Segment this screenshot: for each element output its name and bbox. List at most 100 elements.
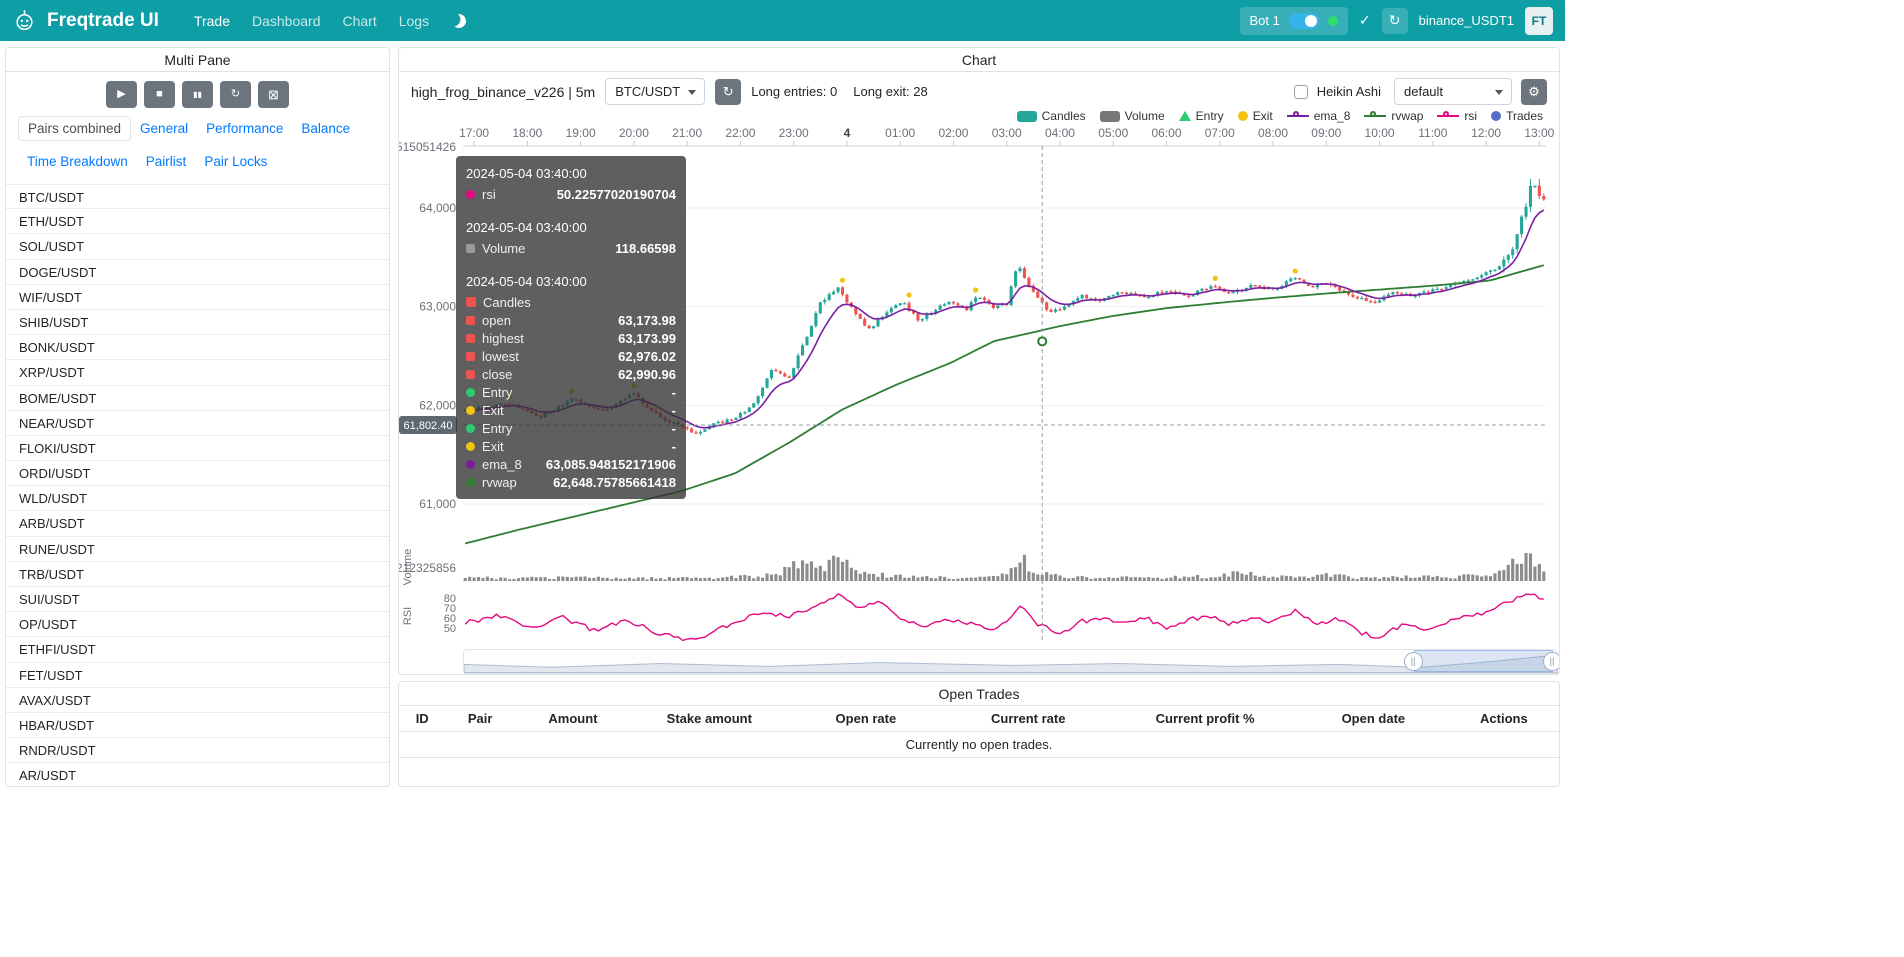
tab-general[interactable]: General	[140, 121, 189, 136]
pair-list-item[interactable]: AVAX/USDT	[6, 688, 389, 713]
legend-item-trades[interactable]: Trades	[1491, 109, 1543, 123]
svg-text:Volume: Volume	[402, 549, 414, 586]
pair-list-item[interactable]: SHIB/USDT	[6, 310, 389, 336]
theme-toggle-button[interactable]	[452, 14, 466, 28]
chart-canvas[interactable]: 17:00 18:00 19:00 20:00 21:00 22:00 23:00 4 01:0…	[399, 48, 1559, 674]
nav-link-logs[interactable]: Logs	[398, 12, 430, 29]
pair-list-item[interactable]: RNDR/USDT	[6, 738, 389, 764]
column-header-current-rate: Current rate	[944, 706, 1113, 732]
pair-list-item[interactable]: XRP/USDT	[6, 360, 389, 386]
tab-pair-locks[interactable]: Pair Locks	[204, 154, 268, 169]
svg-text:62,000: 62,000	[419, 398, 456, 412]
long-exit-label: Long exit: 28	[853, 84, 928, 99]
tab-time-breakdown[interactable]: Time Breakdown	[27, 154, 128, 169]
legend-label: Candles	[1041, 109, 1086, 123]
pair-list-item[interactable]: ARB/USDT	[6, 511, 389, 537]
pair-list: BTC/USDT ETH/USDT SOL/USDT DOGE/USDT WIF/USD…	[6, 184, 389, 786]
nav-link-dashboard[interactable]: Dashboard	[251, 12, 321, 29]
bot-toggle[interactable]	[1288, 12, 1319, 29]
pair-list-item[interactable]: ORDI/USDT	[6, 461, 389, 487]
toggle-knob	[1304, 14, 1317, 27]
reload-icon: ↻	[230, 88, 241, 100]
pair-list-item[interactable]: RUNE/USDT	[6, 537, 389, 562]
pause-button[interactable]: ▮▮	[182, 81, 213, 108]
open-trades-table: ID Pair Amount Stake amount Open rate Current…	[399, 706, 1559, 758]
plot-config-value: default	[1404, 84, 1444, 99]
pair-list-item[interactable]: HBAR/USDT	[6, 713, 389, 739]
legend-label: Trades	[1506, 109, 1543, 123]
pair-list-item[interactable]: WLD/USDT	[6, 486, 389, 512]
bot-selector[interactable]: Bot 1	[1239, 6, 1348, 35]
stop-button[interactable]: ■	[144, 81, 175, 108]
column-header-current-profit-: Current profit %	[1112, 706, 1298, 732]
navbar-right-cluster: Bot 1 ✓ ↻ binance_USDT1 FT	[1239, 6, 1553, 35]
ema_8-legend-marker	[1286, 111, 1309, 121]
multi-pane-tabs: Pairs combined General Performance Balance T…	[6, 116, 389, 173]
pair-list-item[interactable]: WIF/USDT	[6, 285, 389, 310]
pair-list-item[interactable]: BONK/USDT	[6, 335, 389, 361]
pair-list-item[interactable]: AR/USDT	[6, 763, 389, 786]
user-avatar[interactable]: FT	[1525, 6, 1553, 35]
refresh-chart-button[interactable]: ↻	[715, 78, 742, 105]
column-header-actions: Actions	[1448, 706, 1559, 732]
heikin-ashi-checkbox[interactable]	[1293, 84, 1308, 99]
close-trades-button[interactable]: ⊠	[258, 81, 289, 108]
pair-list-item[interactable]: ETH/USDT	[6, 209, 389, 235]
pair-list-item[interactable]: SUI/USDT	[6, 587, 389, 613]
plot-config-select[interactable]: default	[1394, 78, 1512, 105]
svg-text:21:00: 21:00	[672, 126, 702, 140]
pair-list-item[interactable]: SOL/USDT	[6, 234, 389, 260]
pair-list-item[interactable]: BOME/USDT	[6, 386, 389, 411]
legend-item-exit[interactable]: Exit	[1237, 109, 1273, 123]
svg-text:04:00: 04:00	[1045, 126, 1075, 140]
legend-item-entry[interactable]: Entry	[1178, 109, 1224, 123]
pair-list-item[interactable]: FLOKI/USDT	[6, 436, 389, 462]
svg-text:63,000: 63,000	[419, 300, 456, 314]
play-icon: ▶	[117, 88, 126, 100]
pair-list-item[interactable]: TRB/USDT	[6, 562, 389, 587]
pair-list-item[interactable]: FET/USDT	[6, 663, 389, 688]
datazoom-slider[interactable]: || ||	[463, 649, 1559, 674]
pair-list-item[interactable]: ETHFI/USDT	[6, 637, 389, 663]
chart-settings-button[interactable]: ⚙	[1521, 78, 1547, 105]
pair-list-item[interactable]: NEAR/USDT	[6, 411, 389, 436]
pair-list-item[interactable]: BTC/USDT	[6, 184, 389, 210]
pair-select[interactable]: BTC/USDT	[605, 78, 706, 105]
reload-button[interactable]: ↻	[220, 81, 251, 108]
chart-panel-title: Chart	[399, 48, 1559, 72]
nav-link-trade[interactable]: Trade	[193, 12, 230, 29]
open-trades-panel: Open Trades ID Pair Amount Stake amount Open…	[398, 681, 1560, 787]
legend-item-volume[interactable]: Volume	[1099, 109, 1165, 123]
tab-performance[interactable]: Performance	[206, 121, 284, 136]
chart-toolbar: high_frog_binance_v226 | 5m BTC/USDT ↻ L…	[399, 72, 1559, 106]
pair-list-item[interactable]: OP/USDT	[6, 612, 389, 638]
svg-text:60: 60	[444, 613, 456, 625]
svg-text:07:00: 07:00	[1205, 126, 1235, 140]
column-header-stake-amount: Stake amount	[630, 706, 788, 732]
tab-pairs-combined[interactable]: Pairs combined	[18, 116, 132, 141]
legend-item-rsi[interactable]: rsi	[1437, 109, 1477, 123]
legend-item-candles[interactable]: Candles	[1016, 109, 1086, 123]
legend-label: Volume	[1124, 109, 1165, 123]
zoom-handle-left[interactable]: ||	[1403, 652, 1423, 671]
bot-control-buttons: ▶ ■ ▮▮ ↻ ⊠	[6, 81, 389, 108]
svg-text:11:00: 11:00	[1418, 126, 1447, 140]
nav-link-chart[interactable]: Chart	[342, 12, 377, 29]
refresh-icon: ↻	[1388, 12, 1401, 28]
zoom-handle-right[interactable]: ||	[1542, 652, 1559, 671]
tab-pairlist[interactable]: Pairlist	[145, 154, 187, 169]
freqtrade-app: Freqtrade UI Trade Dashboard Chart Logs Bot…	[0, 0, 1565, 787]
pause-icon: ▮▮	[193, 89, 202, 99]
tab-balance[interactable]: Balance	[301, 121, 351, 136]
rsi-legend-marker	[1437, 111, 1460, 121]
price-chart-svg: 17:00 18:00 19:00 20:00 21:00 22:00 23:00 4 01:0…	[399, 126, 1555, 642]
open-trades-title: Open Trades	[399, 682, 1559, 706]
zoom-selection[interactable]	[1413, 650, 1553, 672]
pair-list-item[interactable]: DOGE/USDT	[6, 260, 389, 285]
play-button[interactable]: ▶	[106, 81, 137, 108]
legend-item-rvwap[interactable]: rvwap	[1364, 109, 1423, 123]
legend-item-ema_8[interactable]: ema_8	[1286, 109, 1350, 123]
reload-bot-button[interactable]: ↻	[1381, 7, 1408, 34]
rvwap-legend-marker	[1364, 111, 1387, 121]
volume-legend-marker	[1099, 110, 1120, 122]
